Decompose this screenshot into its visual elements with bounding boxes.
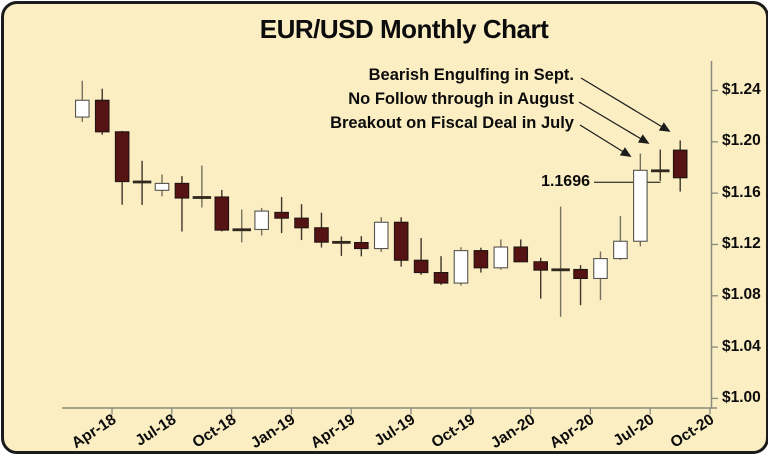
candle-Jul-20 xyxy=(633,153,648,247)
candle-body xyxy=(593,258,608,280)
y-axis-tick-label: $1.04 xyxy=(722,337,761,355)
candle-body xyxy=(254,210,269,230)
annotation-no-follow-through: No Follow through in August xyxy=(348,90,574,108)
candle-body xyxy=(413,259,429,274)
y-axis-tick-label: $1.20 xyxy=(722,132,761,150)
candle-doji-dash xyxy=(232,228,251,232)
arrow-breakout-july xyxy=(579,124,632,157)
annotation-breakout-fiscal-deal: Breakout on Fiscal Deal in July xyxy=(330,114,574,132)
candle-Nov-19 xyxy=(473,247,489,273)
candle-body xyxy=(94,99,110,133)
chart-title: EUR/USD Monthly Chart xyxy=(259,14,549,44)
candle-body xyxy=(672,149,688,179)
candle-body xyxy=(573,268,588,280)
candles-layer xyxy=(75,80,688,317)
candle-May-20 xyxy=(593,251,608,301)
candle-doji-dash xyxy=(332,240,351,244)
candle-Dec-19 xyxy=(493,239,509,270)
y-axis-tick-label: $1.12 xyxy=(722,234,761,252)
candle-Sep-18 xyxy=(192,165,212,208)
candle-Nov-18 xyxy=(232,209,251,243)
candle-Sep-19 xyxy=(433,256,449,285)
y-axis-tick-label: $1.00 xyxy=(722,388,761,406)
candle-doji-dash xyxy=(192,196,212,199)
candle-doji-dash xyxy=(651,169,670,173)
candle-body xyxy=(114,131,130,183)
arrow-bearish-engulfing xyxy=(580,77,671,132)
price-level-label: 1.1696 xyxy=(541,173,590,190)
candle-body xyxy=(75,99,90,118)
candle-Apr-18 xyxy=(94,88,110,135)
candle-body xyxy=(453,250,469,284)
candle-body xyxy=(533,261,548,271)
candle-Mar-20 xyxy=(551,206,570,317)
y-axis-tick-label: $1.08 xyxy=(722,286,761,304)
candle-Feb-20 xyxy=(533,257,548,299)
screenshot-root: { "chart_data": { "type": "candlestick",… xyxy=(0,0,768,454)
candle-Jun-20 xyxy=(613,215,628,260)
candle-Jan-19 xyxy=(274,196,289,234)
candle-body xyxy=(274,211,289,219)
candle-body xyxy=(174,182,190,199)
y-axis-tick-label: $1.24 xyxy=(722,81,761,98)
arrow-no-follow-through xyxy=(578,101,650,144)
candlestick-plot xyxy=(62,61,718,415)
candle-Jan-20 xyxy=(513,239,529,263)
annotation-arrows-layer xyxy=(578,77,671,157)
candle-May-19 xyxy=(354,236,369,257)
candle-body xyxy=(633,169,648,242)
axes-layer xyxy=(62,61,718,415)
candle-Feb-19 xyxy=(294,204,309,241)
candle-body xyxy=(354,241,369,250)
candle-Mar-18 xyxy=(75,80,90,122)
y-axis-tick-label: $1.16 xyxy=(722,183,761,201)
candle-body xyxy=(214,196,230,231)
candle-body xyxy=(393,221,409,261)
candle-doji-dash xyxy=(551,268,570,272)
candle-body xyxy=(433,272,449,284)
candle-body xyxy=(473,250,489,269)
candle-Aug-19 xyxy=(413,238,429,275)
candle-Aug-18 xyxy=(174,176,190,232)
candle-Apr-19 xyxy=(332,236,351,256)
candle-body xyxy=(294,217,309,229)
candle-Mar-19 xyxy=(314,212,329,248)
candle-body xyxy=(613,240,628,260)
candle-Jul-18 xyxy=(154,174,170,197)
candle-Jun-18 xyxy=(132,160,152,205)
candle-Aug-20 xyxy=(651,149,670,181)
chart-card: EUR/USD Monthly Chart Bearish Engulfing … xyxy=(1,1,768,454)
candle-May-18 xyxy=(114,130,130,205)
candle-Jun-19 xyxy=(373,217,389,253)
annotation-bearish-engulfing: Bearish Engulfing in Sept. xyxy=(368,66,574,84)
candle-Oct-18 xyxy=(214,189,230,232)
candle-Dec-18 xyxy=(254,207,269,236)
candle-body xyxy=(513,246,529,263)
candle-body xyxy=(373,221,389,250)
candle-doji-dash xyxy=(132,180,152,184)
candle-Jul-19 xyxy=(393,217,409,267)
candle-body xyxy=(154,182,170,191)
candle-Apr-20 xyxy=(573,265,588,306)
candle-body xyxy=(314,227,329,243)
candle-body xyxy=(493,246,509,269)
candle-Oct-19 xyxy=(453,247,469,286)
candle-Sep-20 xyxy=(672,140,688,192)
